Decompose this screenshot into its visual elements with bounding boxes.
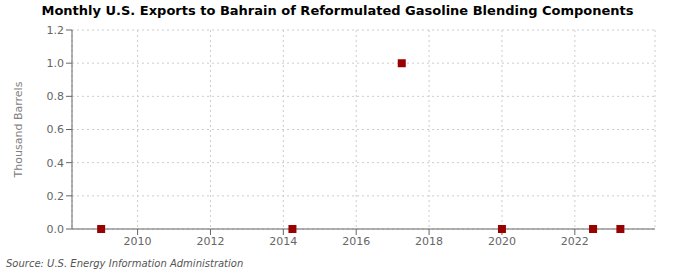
svg-text:0.8: 0.8 bbox=[47, 90, 65, 103]
svg-text:2012: 2012 bbox=[196, 235, 224, 248]
svg-text:0.2: 0.2 bbox=[47, 190, 65, 203]
svg-text:0.0: 0.0 bbox=[47, 223, 65, 236]
svg-text:1.0: 1.0 bbox=[47, 57, 65, 70]
svg-text:Thousand Barrels: Thousand Barrels bbox=[12, 81, 25, 178]
svg-text:2010: 2010 bbox=[124, 235, 152, 248]
svg-text:2016: 2016 bbox=[342, 235, 370, 248]
html-text:Source: U.S. Energy Informatio: Source: U.S. Energy Information Administ… bbox=[6, 258, 244, 269]
svg-text:1.2: 1.2 bbox=[47, 24, 65, 37]
svg-text:0.6: 0.6 bbox=[47, 123, 65, 136]
svg-text:2022: 2022 bbox=[561, 235, 589, 248]
svg-text:2020: 2020 bbox=[488, 235, 516, 248]
svg-text:0.4: 0.4 bbox=[47, 157, 65, 170]
html-text:Monthly U.S. Exports to Bahrai: Monthly U.S. Exports to Bahrain of Refor… bbox=[41, 3, 634, 18]
svg-text:2018: 2018 bbox=[415, 235, 443, 248]
svg-text:2014: 2014 bbox=[269, 235, 297, 248]
